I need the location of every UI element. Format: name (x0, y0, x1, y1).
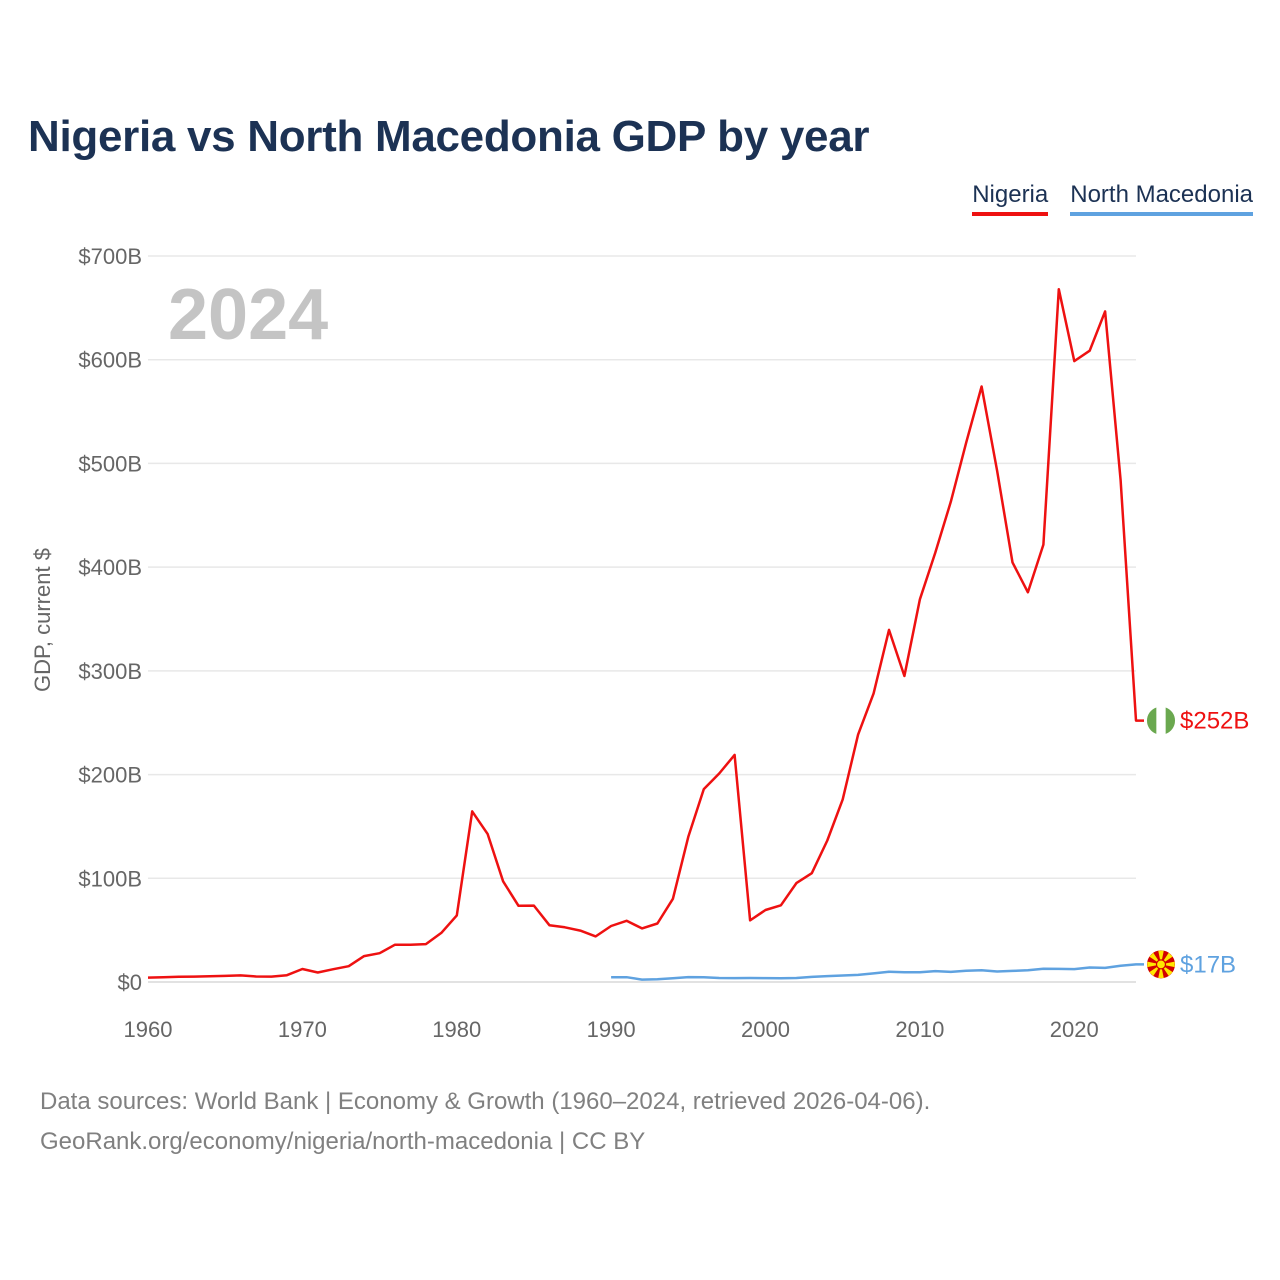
y-axis: $0 $100B $200B $300B $400B $500B $600B $700B (78, 244, 142, 995)
x-tick-label: 1970 (278, 1017, 327, 1042)
y-tick-label: $700B (78, 244, 142, 269)
y-tick-label: $600B (78, 348, 142, 373)
north-macedonia-flag-icon (1147, 950, 1175, 979)
y-axis-label: GDP, current $ (30, 548, 55, 692)
legend-item-north-macedonia[interactable]: North Macedonia (1070, 182, 1253, 216)
y-tick-label: $200B (78, 763, 142, 788)
legend-item-nigeria[interactable]: Nigeria (972, 182, 1049, 216)
x-tick-label: 2000 (741, 1017, 790, 1042)
series-line-nigeria (147, 287, 1144, 979)
x-axis: 1960 1970 1980 1990 2000 2010 2020 (124, 1017, 1099, 1042)
x-tick-label: 1960 (124, 1017, 173, 1042)
y-tick-label: $0 (118, 970, 142, 995)
end-value-label: $252B (1180, 708, 1249, 735)
series-line-north-macedonia (611, 963, 1144, 981)
chart-legend: Nigeria North Macedonia (972, 182, 1253, 216)
y-tick-label: $500B (78, 451, 142, 476)
page-title: Nigeria vs North Macedonia GDP by year (28, 112, 870, 161)
y-tick-label: $400B (78, 555, 142, 580)
y-tick-label: $100B (78, 866, 142, 891)
gridlines (148, 255, 1136, 983)
source-footer: Data sources: World Bank | Economy & Gro… (40, 1082, 930, 1162)
end-value-label: $17B (1180, 951, 1236, 978)
nigeria-flag-icon (1146, 706, 1176, 735)
end-markers: $252B $17B (1146, 706, 1249, 979)
y-tick-label: $300B (78, 659, 142, 684)
year-watermark: 2024 (168, 275, 328, 355)
source-line: Data sources: World Bank | Economy & Gro… (40, 1088, 931, 1115)
x-tick-label: 1990 (587, 1017, 636, 1042)
x-tick-label: 2020 (1050, 1017, 1099, 1042)
series-lines (147, 287, 1144, 981)
url-line: GeoRank.org/economy/nigeria/north-macedo… (40, 1128, 646, 1155)
x-tick-label: 1980 (432, 1017, 481, 1042)
x-tick-label: 2010 (895, 1017, 944, 1042)
